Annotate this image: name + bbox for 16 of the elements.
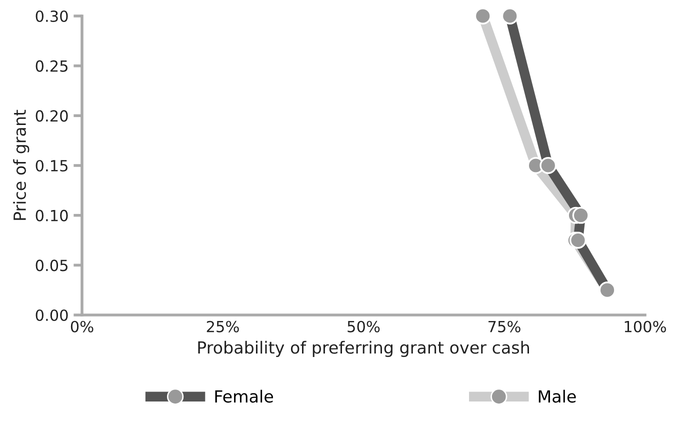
x-tick-label: 50%: [348, 320, 380, 332]
legend-label: Male: [538, 390, 576, 403]
x-tick-label: 100%: [624, 320, 666, 332]
x-axis-title: Probability of preferring grant over cash: [198, 340, 529, 358]
y-axis-title: Price of grant: [13, 110, 30, 220]
y-tick-label: 0.20: [36, 110, 68, 122]
y-tick-label: 0.25: [36, 60, 68, 72]
x-tick-label: 25%: [206, 320, 239, 332]
x-tick-label: 0%: [70, 320, 94, 332]
y-tick-label: 0.00: [36, 309, 68, 322]
y-tick-label: 0.15: [36, 160, 68, 172]
y-tick-label: 0.10: [36, 210, 68, 222]
legend-label: Female: [215, 390, 273, 403]
y-tick-label: 0.30: [36, 10, 68, 22]
y-tick-label: 0.05: [36, 260, 68, 272]
x-tick-label: 75%: [488, 320, 520, 332]
